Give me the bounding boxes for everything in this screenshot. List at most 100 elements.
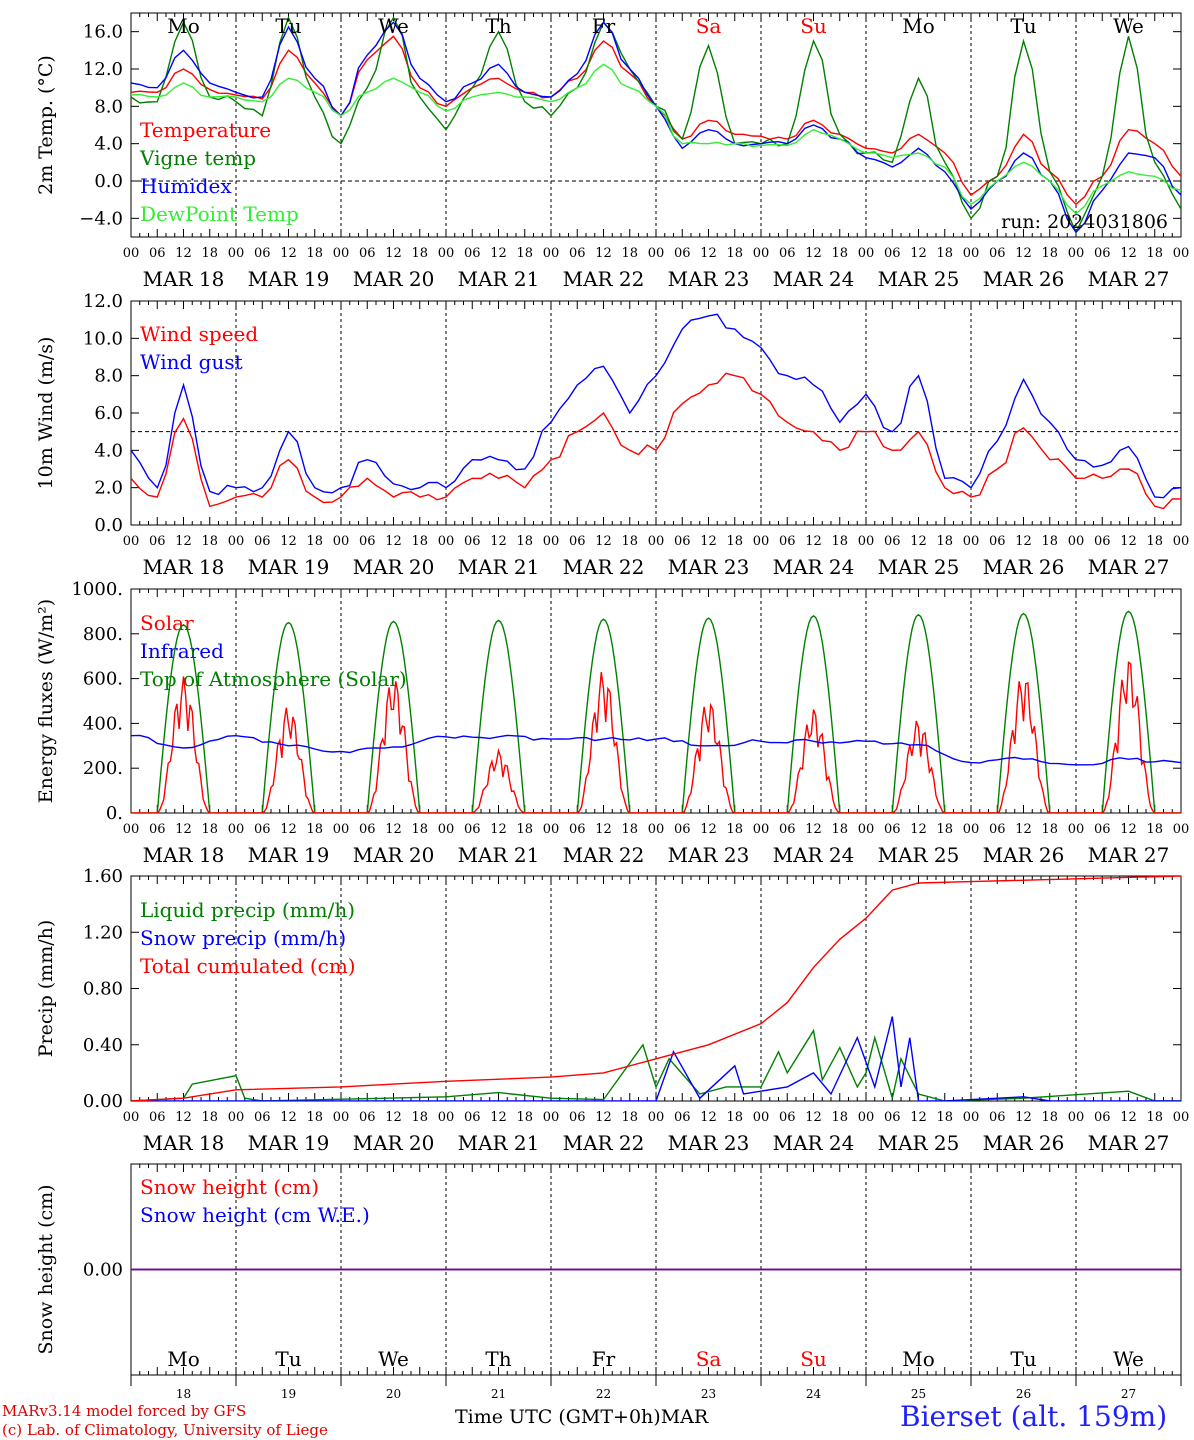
y-tick-label: 0.40 [83,1035,123,1056]
x-hour-label: 00 [858,822,875,837]
x-hour-label: 00 [438,534,455,549]
y-tick-label: 8.0 [94,96,123,117]
x-hour-label: 00 [123,822,140,837]
bottom-day-number: 24 [806,1387,822,1401]
x-hour-label: 06 [149,822,166,837]
x-hour-label: 00 [333,246,350,261]
x-hour-label: 12 [175,822,192,837]
x-hour-label: 06 [464,822,481,837]
x-hour-label: 00 [1173,246,1190,261]
bottom-day-name: Sa [696,1347,722,1371]
x-day-label: MAR 20 [353,1131,435,1155]
y-tick-label: 4.0 [94,440,123,461]
x-hour-label: 12 [805,246,822,261]
x-hour-label: 18 [411,822,428,837]
x-hour-label: 12 [700,1110,717,1125]
bottom-day-number: 26 [1016,1387,1031,1401]
x-hour-label: 18 [831,1110,848,1125]
y-axis-label: Precip (mm/h) [35,920,57,1058]
x-day-label: MAR 19 [248,1131,330,1155]
x-hour-label: 12 [1120,246,1137,261]
temp-series-line [131,63,1181,215]
y-tick-label: 12.0 [83,59,123,80]
x-hour-label: 00 [438,822,455,837]
x-hour-label: 00 [123,534,140,549]
y-tick-label: −4.0 [79,208,123,229]
x-hour-label: 06 [1094,1110,1111,1125]
x-day-label: MAR 27 [1088,267,1170,291]
x-hour-label: 06 [569,822,586,837]
x-day-label: MAR 18 [143,1131,225,1155]
x-hour-label: 06 [149,1110,166,1125]
day-name-label: Mo [167,14,200,38]
x-hour-label: 18 [306,246,323,261]
x-hour-label: 06 [884,534,901,549]
x-day-label: MAR 25 [878,555,960,579]
x-day-label: MAR 22 [563,1131,645,1155]
bottom-day-number: 23 [701,1387,716,1401]
bottom-day-number: 22 [596,1387,611,1401]
bottom-day-name: Tu [1010,1347,1036,1371]
x-day-label: MAR 19 [248,267,330,291]
toa-solar-line [131,610,1181,813]
x-hour-label: 12 [280,1110,297,1125]
x-hour-label: 12 [1120,1110,1137,1125]
x-axis-caption: Time UTC (GMT+0h)MAR [455,1406,709,1428]
legend-entry: DewPoint Temp [140,202,299,226]
x-hour-label: 18 [726,246,743,261]
x-hour-label: 00 [333,1110,350,1125]
y-tick-label: 0.00 [83,1091,123,1112]
legend-entry: Humidex [140,174,232,198]
x-day-label: MAR 26 [983,1131,1065,1155]
x-hour-label: 12 [1015,822,1032,837]
x-day-label: MAR 18 [143,843,225,867]
x-hour-label: 18 [1041,1110,1058,1125]
lab-credit: (c) Lab. of Climatology, University of L… [2,1421,328,1439]
x-hour-label: 12 [805,822,822,837]
x-hour-label: 00 [543,534,560,549]
x-day-label: MAR 19 [248,555,330,579]
x-hour-label: 12 [280,534,297,549]
bottom-day-number: 27 [1121,1387,1136,1401]
x-hour-label: 12 [280,822,297,837]
bottom-day-number: 21 [491,1387,506,1401]
x-hour-label: 18 [936,1110,953,1125]
x-hour-label: 18 [516,822,533,837]
x-hour-label: 06 [989,246,1006,261]
x-hour-label: 12 [1120,822,1137,837]
x-day-label: MAR 22 [563,843,645,867]
x-day-label: MAR 23 [668,267,750,291]
x-hour-label: 12 [385,1110,402,1125]
y-tick-label: 2.0 [94,478,123,499]
x-day-label: MAR 23 [668,555,750,579]
x-hour-label: 12 [490,822,507,837]
x-hour-label: 00 [438,1110,455,1125]
x-hour-label: 00 [648,822,665,837]
x-hour-label: 00 [333,534,350,549]
x-hour-label: 06 [359,534,376,549]
legend-entry: Infrared [140,639,224,663]
x-hour-label: 00 [858,1110,875,1125]
x-hour-label: 18 [516,246,533,261]
x-hour-label: 00 [648,246,665,261]
x-hour-label: 06 [674,822,691,837]
x-hour-label: 00 [438,246,455,261]
x-hour-label: 18 [201,246,218,261]
bottom-day-name: Tu [275,1347,301,1371]
x-hour-label: 06 [674,246,691,261]
x-hour-label: 12 [910,246,927,261]
x-day-label: MAR 20 [353,555,435,579]
x-hour-label: 00 [858,246,875,261]
legend-entry: Total cumulated (cm) [140,954,356,978]
x-hour-label: 06 [989,1110,1006,1125]
precip-series-line [131,876,1181,1101]
x-hour-label: 06 [359,1110,376,1125]
x-hour-label: 00 [123,1110,140,1125]
x-hour-label: 18 [831,822,848,837]
x-hour-label: 12 [1015,246,1032,261]
wind-series-line [131,372,1181,510]
y-tick-label: 1.60 [83,866,123,887]
y-tick-label: 200. [83,758,123,779]
x-day-label: MAR 24 [773,1131,855,1155]
